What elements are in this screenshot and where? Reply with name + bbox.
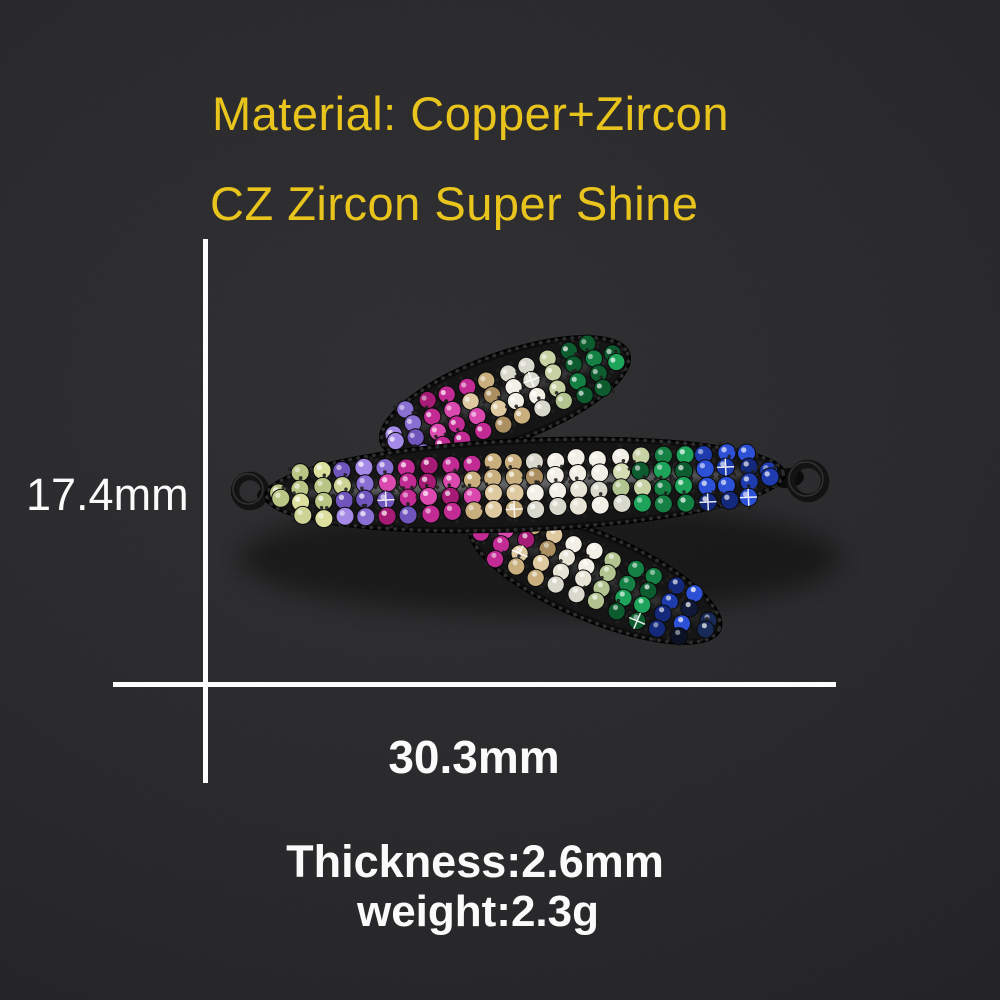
jewelry-photo [230, 334, 840, 646]
height-dimension-label: 17.4mm [26, 469, 189, 520]
material-title: Material: Copper+Zircon [212, 87, 729, 140]
weight-label: weight:2.3g [356, 887, 600, 936]
height-dimension-line [203, 239, 208, 783]
thickness-label: Thickness:2.6mm [286, 836, 664, 887]
width-dimension-label: 30.3mm [388, 731, 560, 783]
shine-subtitle: CZ Zircon Super Shine [210, 177, 699, 230]
width-dimension-line [113, 682, 836, 687]
